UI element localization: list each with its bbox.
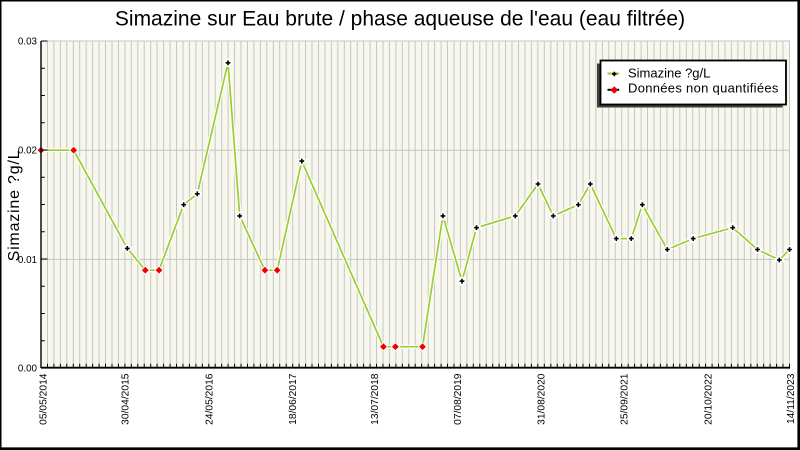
svg-text:0.02: 0.02 [18, 146, 37, 157]
svg-text:18/06/2017: 18/06/2017 [288, 373, 299, 425]
svg-text:Données non quantifiées: Données non quantifiées [628, 81, 779, 96]
svg-text:0.01: 0.01 [18, 255, 37, 266]
svg-text:14/11/2023: 14/11/2023 [786, 373, 797, 424]
svg-text:20/10/2022: 20/10/2022 [703, 373, 714, 425]
svg-text:25/09/2021: 25/09/2021 [620, 373, 631, 425]
svg-text:Simazine sur Eau brute / phase: Simazine sur Eau brute / phase aqueuse d… [115, 8, 685, 31]
svg-text:0.03: 0.03 [18, 37, 38, 48]
svg-text:24/05/2016: 24/05/2016 [204, 373, 215, 425]
svg-text:13/07/2018: 13/07/2018 [370, 373, 381, 425]
svg-text:05/05/2014: 05/05/2014 [39, 373, 50, 425]
svg-text:31/08/2020: 31/08/2020 [537, 373, 548, 425]
svg-text:07/08/2019: 07/08/2019 [453, 373, 464, 425]
svg-text:Simazine ?g/L: Simazine ?g/L [628, 65, 710, 80]
svg-text:0.00: 0.00 [18, 364, 38, 375]
svg-text:Simazine ?g/L: Simazine ?g/L [6, 150, 23, 262]
svg-text:30/04/2015: 30/04/2015 [121, 373, 132, 425]
